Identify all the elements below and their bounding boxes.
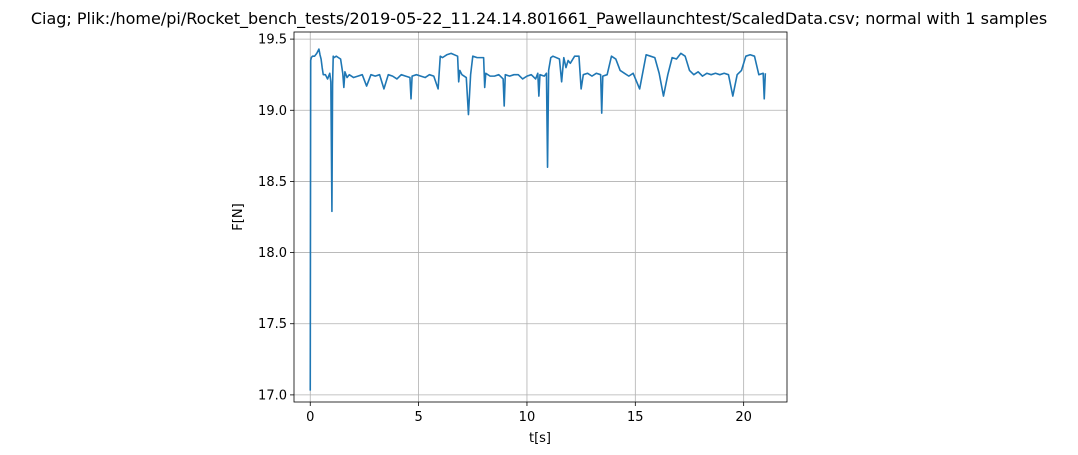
x-tick-label: 10 xyxy=(519,410,536,425)
x-axis: 0 5 10 15 20 xyxy=(306,402,752,425)
x-axis-label: t[s] xyxy=(529,431,551,446)
y-tick-label: 18.0 xyxy=(258,246,287,261)
series-line xyxy=(309,48,767,391)
axes-frame xyxy=(293,31,788,403)
x-tick-label: 15 xyxy=(627,410,644,425)
plot-area xyxy=(309,48,767,391)
x-tick-label: 0 xyxy=(306,410,314,425)
x-tick-label: 20 xyxy=(735,410,752,425)
x-tick-label: 5 xyxy=(414,410,422,425)
y-tick-label: 19.0 xyxy=(258,104,287,119)
gridlines xyxy=(294,32,787,402)
y-tick-label: 17.0 xyxy=(258,388,287,403)
chart-title: Ciag; Plik:/home/pi/Rocket_bench_tests/2… xyxy=(31,9,1047,29)
y-tick-label: 17.5 xyxy=(258,317,287,332)
y-tick-label: 19.5 xyxy=(258,33,287,48)
y-axis: 17.0 17.5 18.0 18.5 19.0 19.5 xyxy=(258,33,294,403)
y-tick-label: 18.5 xyxy=(258,175,287,190)
y-axis-label: F[N] xyxy=(231,203,246,230)
